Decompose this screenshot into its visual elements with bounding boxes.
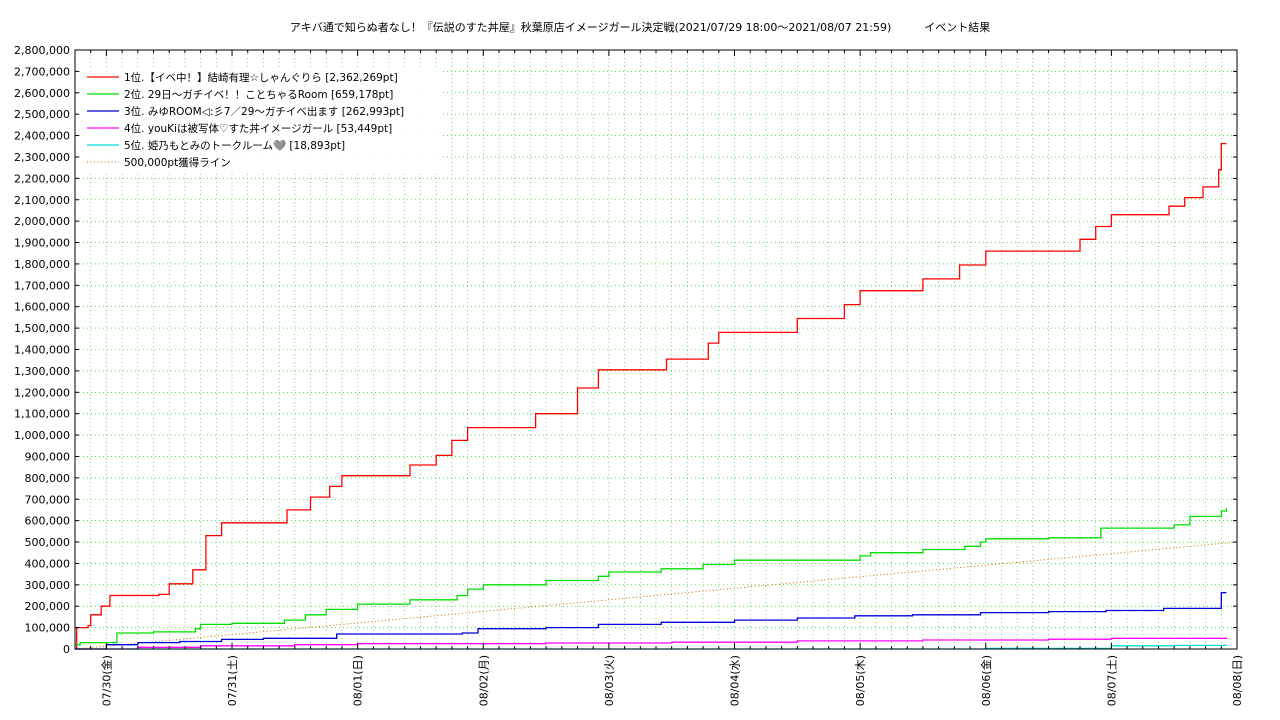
y-tick-label: 2,500,000 [14, 108, 70, 121]
legend-entry: 2位. 29日〜ガチイベ！！ことちゃるRoom [659,178pt] [124, 88, 393, 101]
x-tick-label: 08/01(日) [352, 655, 365, 706]
x-axis: 07/30(金) 07/31(土) 08/01(日) 08/02(月) 08/03(火)… [74, 50, 1244, 706]
series-line-3 [75, 592, 1227, 650]
y-tick-label: 2,200,000 [14, 172, 70, 185]
legend: 1位.【イベ中！】結崎有理☆しゃんぐりら [2,362,269pt] 2位. 29… [80, 68, 440, 172]
y-tick-label: 1,800,000 [14, 258, 70, 271]
y-tick-label: 0 [63, 643, 70, 656]
x-tick-label: 08/02(月) [477, 655, 490, 706]
series-layer [75, 142, 1228, 650]
y-tick-label: 2,700,000 [14, 65, 70, 78]
chart-title: アキバ通で知らぬ者なし！『伝説のすた丼屋』秋葉原店イメージガール決定戦(2021… [289, 21, 991, 34]
legend-entry: 3位. みゆROOM◁:彡7／29〜ガチイベ出ます [262,993pt] [124, 105, 404, 118]
y-tick-label: 600,000 [25, 515, 71, 528]
y-tick-label: 700,000 [25, 493, 71, 506]
y-tick-label: 400,000 [25, 557, 71, 570]
y-tick-label: 900,000 [25, 450, 71, 463]
x-tick-label: 08/03(火) [603, 655, 616, 706]
y-tick-label: 1,000,000 [14, 429, 70, 442]
x-tick-label: 08/08(日) [1231, 655, 1244, 706]
y-tick-label: 1,900,000 [14, 237, 70, 250]
x-tick-label: 08/06(金) [979, 655, 993, 706]
legend-entry: 4位. youKiは被写体♡すた丼イメージガール [53,449pt] [124, 122, 392, 135]
x-tick-label: 07/30(金) [99, 655, 113, 706]
legend-entry: 500,000pt獲得ライン [124, 156, 231, 169]
y-axis: 0 100,000 200,000 300,000 400,000 500,000 600,… [14, 44, 1237, 656]
legend-entry: 5位. 姫乃もとみのトークルーム🩶 [18,893pt] [124, 139, 345, 152]
y-tick-label: 1,600,000 [14, 301, 70, 314]
y-tick-label: 1,500,000 [14, 322, 70, 335]
y-tick-label: 2,800,000 [14, 44, 70, 57]
grid [75, 50, 1237, 649]
y-tick-label: 1,700,000 [14, 279, 70, 292]
y-tick-label: 1,200,000 [14, 386, 70, 399]
y-tick-label: 2,400,000 [14, 130, 70, 143]
y-tick-label: 1,300,000 [14, 365, 70, 378]
y-tick-label: 1,400,000 [14, 344, 70, 357]
y-tick-label: 2,100,000 [14, 194, 70, 207]
y-tick-label: 2,300,000 [14, 151, 70, 164]
y-tick-label: 500,000 [25, 536, 71, 549]
x-tick-label: 08/07(土) [1105, 655, 1118, 706]
y-tick-label: 800,000 [25, 472, 71, 485]
x-tick-label: 07/31(土) [226, 655, 239, 706]
y-tick-label: 2,000,000 [14, 215, 70, 228]
y-tick-label: 1,100,000 [14, 408, 70, 421]
series-line-2 [75, 508, 1228, 646]
series-line-1 [75, 142, 1227, 650]
x-tick-label: 08/04(水) [729, 655, 742, 706]
legend-background [80, 68, 440, 172]
x-tick-label: 08/05(木) [854, 655, 867, 706]
y-tick-label: 100,000 [25, 622, 71, 635]
y-tick-label: 300,000 [25, 579, 71, 592]
y-tick-label: 2,600,000 [14, 87, 70, 100]
y-tick-label: 200,000 [25, 600, 71, 613]
legend-entry: 1位.【イベ中！】結崎有理☆しゃんぐりら [2,362,269pt] [124, 71, 398, 84]
